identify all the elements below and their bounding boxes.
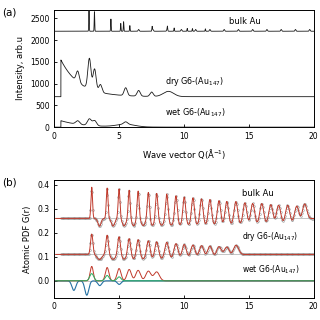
Text: (a): (a) [3,7,17,17]
Text: wet G6-(Au$_{147}$): wet G6-(Au$_{147}$) [242,263,300,276]
Text: dry G6-(Au$_{147}$): dry G6-(Au$_{147}$) [242,230,299,243]
Text: bulk Au: bulk Au [242,189,274,198]
Text: bulk Au: bulk Au [229,17,261,26]
Y-axis label: Atomic PDF G(r): Atomic PDF G(r) [23,205,32,273]
Text: dry G6-(Au$_{147}$): dry G6-(Au$_{147}$) [164,75,223,88]
X-axis label: Wave vector Q($\mathregular{\AA}^{-1}$): Wave vector Q($\mathregular{\AA}^{-1}$) [142,147,226,161]
Text: wet G6-(Au$_{147}$): wet G6-(Au$_{147}$) [164,107,225,119]
Text: (b): (b) [3,178,17,188]
Y-axis label: Intensity, arb.u: Intensity, arb.u [16,36,25,100]
